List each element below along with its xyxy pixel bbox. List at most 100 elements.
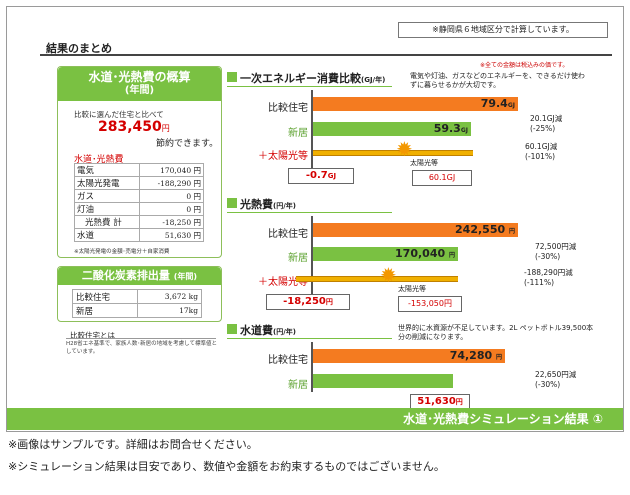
co2-value: 3,672 kg xyxy=(137,289,202,304)
water-row1-unit: 円 xyxy=(495,354,502,361)
water-axis xyxy=(311,342,313,392)
energy-unit: (GJ/年) xyxy=(361,76,386,84)
cost-summary-header: 水道･光熱費の概算 (年間) xyxy=(58,67,221,101)
energy-row1-unit: GJ xyxy=(507,102,515,109)
co2-header: 二酸化炭素排出量 (年間) xyxy=(58,267,221,285)
cost-value: 0 円 xyxy=(139,202,204,216)
energy-description: 電気や灯油、ガスなどのエネルギーを、できるだけ使わずに暮らせるかが大切です。 xyxy=(410,72,585,89)
cost-value: 0 円 xyxy=(139,189,204,203)
table-row: 光熱費 計 -18,250 円 xyxy=(73,215,204,229)
co2-label: 新居 xyxy=(71,303,139,318)
co2-title: 二酸化炭素排出量 xyxy=(81,269,170,282)
heat-row2-unit: 円 xyxy=(448,252,455,259)
cost-value: -188,290 円 xyxy=(139,176,204,190)
energy-row1-label: 比較住宅 xyxy=(268,103,308,114)
energy-callout-net-unit: GJ xyxy=(327,172,337,180)
energy-callout-net-value: -0.7 xyxy=(305,170,328,181)
table-row: 灯油 0 円 xyxy=(73,202,204,216)
energy-callout-solar: 60.1GJ xyxy=(412,170,472,186)
co2-subtitle: (年間) xyxy=(173,272,198,281)
cost-label: 灯油 xyxy=(73,202,141,216)
energy-bar-comparison xyxy=(313,97,518,111)
water-row1-number: 74,280 xyxy=(449,349,493,362)
heat-divider xyxy=(227,212,392,213)
title-divider xyxy=(40,54,612,56)
cost-summary-title: 水道･光熱費の概算 xyxy=(88,70,191,84)
tax-note: ※全ての金額は税込みの価です。 xyxy=(480,62,569,69)
co2-table: 比較住宅 3,672 kg 新居 17kg xyxy=(71,289,202,318)
water-divider xyxy=(227,338,392,339)
heat-callout-solar: -153,050円 xyxy=(398,296,462,312)
heat-row1-value: 242,550 円 xyxy=(400,223,515,236)
co2-label: 比較住宅 xyxy=(71,289,139,304)
energy-row2-label: 新居 xyxy=(288,128,308,139)
water-row1-label: 比較住宅 xyxy=(268,355,308,366)
cost-value: 170,040 円 xyxy=(139,163,204,177)
heat-row2-label: 新居 xyxy=(288,253,308,264)
energy-callout-net: -0.7GJ xyxy=(288,168,354,184)
energy-row3-label: ＋太陽光等 xyxy=(258,151,308,162)
heat-side2-value: -188,290円減 xyxy=(524,268,573,277)
savings-amount: 283,450円 xyxy=(98,119,170,135)
water-callout-unit: 円 xyxy=(455,398,463,406)
energy-side2-pct: (-101%) xyxy=(525,152,555,161)
cost-summary-panel: 水道･光熱費の概算 (年間) 比較に選んだ住宅と比べて 283,450円 節約で… xyxy=(57,66,222,258)
water-title-text: 水道費 xyxy=(240,324,273,337)
cost-label: 水道 xyxy=(73,228,141,242)
heat-side1-pct: (-30%) xyxy=(535,252,561,261)
heat-solar-label: 太陽光等 xyxy=(398,285,426,293)
co2-value: 17kg xyxy=(137,303,202,318)
disclaimer-estimate: ※シミュレーション結果は目安であり、数値や金額をお約束するものではございません。 xyxy=(8,460,445,473)
cost-label: ガス xyxy=(73,189,141,203)
cost-table-heading: 水道･光熱費 xyxy=(74,155,124,165)
savings-unit: 円 xyxy=(161,124,170,133)
table-row: 太陽光発電 -188,290 円 xyxy=(73,176,204,190)
co2-panel: 二酸化炭素排出量 (年間) 比較住宅 3,672 kg 新居 17kg xyxy=(57,266,222,322)
table-row: ガス 0 円 xyxy=(73,189,204,203)
table-row: 比較住宅 3,672 kg xyxy=(71,289,202,304)
cost-value: 51,630 円 xyxy=(139,228,204,242)
table-row: 新居 17kg xyxy=(71,303,202,318)
cost-summary-subtitle: (年間) xyxy=(124,85,155,96)
cost-table: 電気 170,040 円 太陽光発電 -188,290 円 ガス 0 円 灯油 0 円 … xyxy=(73,163,204,242)
energy-row2-value: 59.3GJ xyxy=(380,122,468,135)
solar-note: ※太陽光発電の金額･売電分＋自家消費 xyxy=(74,249,170,255)
table-row: 電気 170,040 円 xyxy=(73,163,204,177)
water-title: 水道費(円/年) xyxy=(240,322,296,338)
heat-unit: (円/年) xyxy=(273,202,296,210)
heat-bar-comparison xyxy=(313,223,518,237)
heat-row3-label: ＋太陽光等 xyxy=(258,277,308,288)
heat-side1: 72,500円減 (-30%) xyxy=(535,242,576,262)
water-row1-value: 74,280 円 xyxy=(390,349,502,362)
heat-callout-net-value: -18,250 xyxy=(283,296,326,307)
energy-row2-unit: GJ xyxy=(460,127,468,134)
cost-label: 電気 xyxy=(73,163,141,177)
heat-callout-solar-unit: 円 xyxy=(443,299,452,308)
savings-value: 283,450 xyxy=(98,119,162,135)
cost-label: 太陽光発電 xyxy=(73,176,141,190)
heat-axis xyxy=(311,216,313,294)
energy-solar-label: 太陽光等 xyxy=(410,159,438,167)
energy-section-marker xyxy=(227,72,237,82)
energy-solar-bar xyxy=(313,150,473,156)
water-section-marker xyxy=(227,324,237,334)
energy-callout-solar-value: 60.1 xyxy=(428,173,447,182)
heat-callout-net: -18,250円 xyxy=(266,294,350,310)
heat-section-marker xyxy=(227,198,237,208)
summary-title: 結果のまとめ xyxy=(46,42,112,55)
compare-text: 比較に選んだ住宅と比べて xyxy=(74,110,164,119)
sun-icon: ✹ xyxy=(380,263,397,287)
cost-value: -18,250 円 xyxy=(139,215,204,229)
energy-divider xyxy=(227,86,392,87)
cost-label: 光熱費 計 xyxy=(73,215,141,229)
energy-side2: 60.1GJ減 (-101%) xyxy=(525,142,557,162)
compare-note-title: 比較住宅とは xyxy=(70,331,115,340)
compare-note-body: H28省エネ基準で、家族人数･新居の地域を考慮して標準値としています。 xyxy=(66,341,218,355)
heat-bar-new xyxy=(313,247,458,261)
savings-text: 節約できます。 xyxy=(156,139,219,149)
energy-title-text: 一次エネルギー消費比較 xyxy=(240,72,361,85)
water-callout-value: 51,630 xyxy=(417,396,456,407)
heat-row2-number: 170,040 xyxy=(395,247,446,260)
heat-side2-pct: (-111%) xyxy=(524,278,554,287)
energy-title: 一次エネルギー消費比較(GJ/年) xyxy=(240,70,385,86)
